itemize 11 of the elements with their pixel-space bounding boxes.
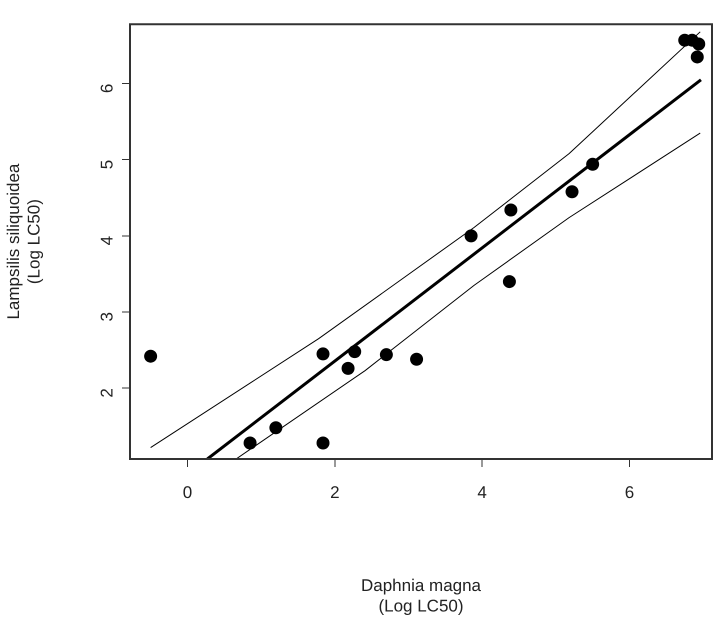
y-tick-label: 4 xyxy=(98,236,117,246)
x-tick-label: 2 xyxy=(330,482,340,502)
y-tick-label: 6 xyxy=(98,84,117,94)
y-tick-label: 5 xyxy=(98,160,117,170)
x-tick-label: 0 xyxy=(182,482,192,502)
y-axis-title: Lampsilis siliquoidea (Log LC50) xyxy=(4,163,44,320)
x-tick-label: 6 xyxy=(624,482,634,502)
y-tick-label: 2 xyxy=(98,388,117,398)
x-axis-title: Daphnia magna (Log LC50) xyxy=(360,576,482,616)
y-tick-label: 3 xyxy=(98,312,117,322)
x-tick-label: 4 xyxy=(477,482,487,502)
